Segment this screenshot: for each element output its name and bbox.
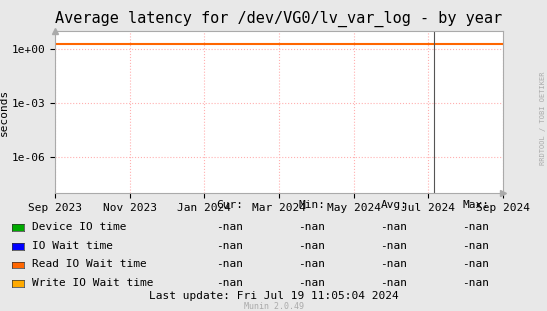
Text: -nan: -nan bbox=[380, 278, 408, 288]
Text: -nan: -nan bbox=[380, 241, 408, 251]
Text: Read IO Wait time: Read IO Wait time bbox=[32, 259, 147, 269]
Text: -nan: -nan bbox=[298, 259, 325, 269]
Text: Write IO Wait time: Write IO Wait time bbox=[32, 278, 153, 288]
Text: Cur:: Cur: bbox=[216, 200, 243, 210]
Text: -nan: -nan bbox=[216, 222, 243, 232]
Text: -nan: -nan bbox=[216, 259, 243, 269]
Y-axis label: seconds: seconds bbox=[0, 88, 8, 136]
Text: IO Wait time: IO Wait time bbox=[32, 241, 113, 251]
Text: Max:: Max: bbox=[462, 200, 490, 210]
Text: -nan: -nan bbox=[216, 241, 243, 251]
Text: Munin 2.0.49: Munin 2.0.49 bbox=[243, 301, 304, 310]
Text: -nan: -nan bbox=[462, 259, 490, 269]
Text: -nan: -nan bbox=[298, 222, 325, 232]
Text: Min:: Min: bbox=[298, 200, 325, 210]
Text: -nan: -nan bbox=[462, 241, 490, 251]
Text: -nan: -nan bbox=[462, 278, 490, 288]
Text: -nan: -nan bbox=[462, 222, 490, 232]
Text: -nan: -nan bbox=[298, 241, 325, 251]
Text: Last update: Fri Jul 19 11:05:04 2024: Last update: Fri Jul 19 11:05:04 2024 bbox=[149, 290, 398, 300]
Text: Avg:: Avg: bbox=[380, 200, 408, 210]
Text: Device IO time: Device IO time bbox=[32, 222, 126, 232]
Text: -nan: -nan bbox=[380, 222, 408, 232]
Text: -nan: -nan bbox=[216, 278, 243, 288]
Text: -nan: -nan bbox=[380, 259, 408, 269]
Text: RRDTOOL / TOBI OETIKER: RRDTOOL / TOBI OETIKER bbox=[540, 72, 546, 165]
Text: -nan: -nan bbox=[298, 278, 325, 288]
Title: Average latency for /dev/VG0/lv_var_log - by year: Average latency for /dev/VG0/lv_var_log … bbox=[55, 11, 503, 27]
